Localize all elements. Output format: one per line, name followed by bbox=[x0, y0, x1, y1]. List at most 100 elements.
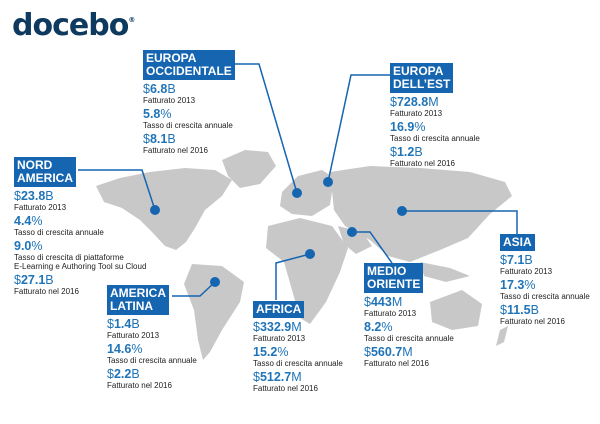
stat-value: $443M bbox=[364, 296, 454, 309]
continents bbox=[96, 150, 512, 360]
stat-unit: B bbox=[131, 367, 140, 381]
region-medio-oriente: MEDIO ORIENTE $443M Fatturato 2013 8.2% T… bbox=[364, 263, 454, 368]
stat-item: $512.7M Fatturato nel 2016 bbox=[253, 371, 343, 394]
stat-unit: % bbox=[160, 107, 172, 121]
connector-medio-oriente bbox=[352, 231, 393, 264]
stat-value: $728.8M bbox=[390, 96, 480, 109]
stat-number: 1.4 bbox=[113, 317, 132, 331]
stat-prefix: $ bbox=[364, 295, 371, 309]
stat-unit: % bbox=[31, 239, 43, 253]
stat-prefix: $ bbox=[14, 273, 21, 287]
stat-item: 17.3% Tasso di crescita annuale bbox=[500, 278, 590, 302]
stat-value: $7.1B bbox=[500, 254, 590, 267]
stat-unit: M bbox=[391, 295, 403, 309]
dot-asia bbox=[397, 206, 407, 216]
stat-label: Fatturato 2013 bbox=[107, 331, 160, 340]
stat-number: 14.6 bbox=[107, 342, 132, 356]
stat-number: 5.8 bbox=[143, 107, 161, 121]
stat-label: Tasso di crescita annuale bbox=[14, 228, 104, 237]
new-zealand-shape bbox=[496, 326, 508, 346]
stat-unit: % bbox=[277, 345, 289, 359]
stat-item: 16.9% Tasso di crescita annuale bbox=[390, 120, 480, 144]
stat-number: 8.1 bbox=[149, 132, 168, 146]
stat-number: 512.7 bbox=[259, 370, 292, 384]
stat-prefix: $ bbox=[143, 132, 150, 146]
north-america-shape bbox=[96, 168, 232, 250]
stat-number: 443 bbox=[370, 295, 392, 309]
dot-africa bbox=[305, 249, 315, 259]
stat-number: 9.0 bbox=[14, 239, 32, 253]
stat-number: 2.2 bbox=[113, 367, 132, 381]
registered-mark: ® bbox=[128, 16, 135, 24]
stat-number: 4.4 bbox=[14, 214, 32, 228]
stat-prefix: $ bbox=[390, 145, 397, 159]
stat-number: 27.1 bbox=[20, 273, 46, 287]
stat-prefix: $ bbox=[390, 95, 397, 109]
stat-label: Fatturato 2013 bbox=[500, 267, 553, 276]
australia-shape bbox=[430, 290, 482, 330]
stat-value: 15.2% bbox=[253, 346, 343, 359]
stat-number: 6.8 bbox=[149, 82, 168, 96]
stat-prefix: $ bbox=[500, 253, 507, 267]
stat-value: $23.8B bbox=[14, 190, 146, 203]
region-title-line: LATINA bbox=[110, 299, 154, 313]
logo-text: docebo bbox=[12, 8, 129, 43]
stat-unit: B bbox=[45, 273, 54, 287]
stat-item: $728.8M Fatturato 2013 bbox=[390, 96, 480, 119]
stat-number: 8.2 bbox=[364, 320, 382, 334]
region-title-line: EUROPA bbox=[146, 51, 197, 65]
stat-value: $512.7M bbox=[253, 371, 343, 384]
stat-item: 4.4% Tasso di crescita annuale bbox=[14, 214, 146, 238]
stat-unit: % bbox=[524, 278, 536, 292]
stat-item: 8.2% Tasso di crescita annuale bbox=[364, 320, 454, 344]
stat-item: 14.6% Tasso di crescita annuale bbox=[107, 343, 197, 366]
stat-item: $7.1B Fatturato 2013 bbox=[500, 254, 590, 277]
dot-america-latina bbox=[210, 277, 220, 287]
stat-value: 9.0% bbox=[14, 240, 146, 253]
stat-number: 16.9 bbox=[390, 120, 415, 134]
stat-label: Fatturato nel 2016 bbox=[143, 146, 208, 155]
stat-item: $27.1B Fatturato nel 2016 bbox=[14, 273, 146, 297]
region-title-line: DELL’EST bbox=[393, 77, 451, 91]
stat-item: $1.2B Fatturato nel 2016 bbox=[390, 145, 480, 169]
region-title-line: AFRICA bbox=[256, 302, 302, 316]
stat-value: $6.8B bbox=[143, 83, 235, 96]
southeast-asia-shape bbox=[420, 262, 470, 282]
stat-label: Fatturato nel 2016 bbox=[14, 287, 79, 296]
stat-label: Fatturato nel 2016 bbox=[107, 381, 172, 390]
stat-label: Fatturato nel 2016 bbox=[390, 159, 455, 168]
region-title-line: AMERICA bbox=[110, 286, 166, 300]
region-title: NORD AMERICA bbox=[14, 157, 76, 187]
stat-item: $8.1B Fatturato nel 2016 bbox=[143, 133, 235, 156]
stat-value: $2.2B bbox=[107, 368, 197, 381]
stat-label: Fatturato 2013 bbox=[14, 203, 67, 212]
dot-nord-america bbox=[150, 205, 160, 215]
europe-shape bbox=[280, 170, 334, 216]
stat-label: Tasso di crescita di piattaforme bbox=[14, 253, 124, 262]
stat-number: 1.2 bbox=[396, 145, 415, 159]
region-africa: AFRICA $332.9M Fatturato 2013 15.2% Tass… bbox=[253, 300, 343, 393]
connector-africa bbox=[275, 253, 311, 300]
stat-unit: B bbox=[524, 253, 533, 267]
stat-unit: B bbox=[167, 82, 176, 96]
stat-unit: B bbox=[131, 317, 140, 331]
stat-value: 14.6% bbox=[107, 343, 197, 356]
dot-medio-oriente bbox=[347, 227, 357, 237]
stat-value: $8.1B bbox=[143, 133, 235, 146]
stat-value: $1.4B bbox=[107, 318, 197, 331]
region-america-latina: AMERICA LATINA $1.4B Fatturato 2013 14.6%… bbox=[107, 285, 197, 390]
stat-number: 11.5 bbox=[506, 303, 531, 317]
stat-label: Tasso di crescita annuale bbox=[500, 292, 590, 301]
region-title: EUROPA OCCIDENTALE bbox=[143, 50, 235, 80]
docebo-logo: docebo® bbox=[12, 8, 135, 43]
stat-number: 332.9 bbox=[259, 320, 292, 334]
stat-number: 7.1 bbox=[506, 253, 525, 267]
stat-number: 15.2 bbox=[253, 345, 278, 359]
stat-prefix: $ bbox=[500, 303, 507, 317]
stat-label: Tasso di crescita annuale bbox=[364, 334, 454, 343]
stat-unit: B bbox=[167, 132, 176, 146]
stat-item: $2.2B Fatturato nel 2016 bbox=[107, 368, 197, 391]
stat-unit: M bbox=[291, 370, 302, 384]
stat-number: 728.8 bbox=[396, 95, 429, 109]
